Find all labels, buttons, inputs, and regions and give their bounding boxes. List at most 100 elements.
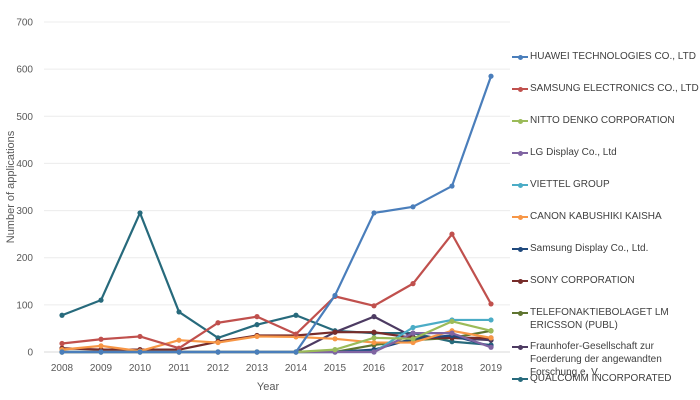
- data-point: [332, 347, 338, 353]
- legend-label: VIETTEL GROUP: [530, 179, 610, 190]
- legend-swatch-icon: [512, 372, 528, 384]
- data-point: [332, 292, 338, 299]
- series-line: [61, 329, 492, 353]
- series-1: [59, 231, 494, 351]
- data-point: [371, 349, 377, 355]
- series-line: [62, 75, 493, 354]
- y-tick-label: 400: [16, 159, 33, 170]
- data-point: [410, 339, 416, 346]
- data-point: [449, 318, 455, 324]
- data-point: [449, 339, 455, 345]
- data-point: [488, 328, 494, 334]
- x-tick-label: 2015: [324, 363, 347, 374]
- x-tick-label: 2019: [480, 363, 503, 374]
- data-point: [332, 336, 338, 342]
- legend-label: SAMSUNG ELECTRONICS CO., LTD: [530, 83, 699, 94]
- x-tick-label: 2014: [285, 363, 308, 374]
- data-point: [449, 231, 455, 237]
- series-line: [61, 211, 492, 347]
- legend-swatch-icon: [512, 242, 528, 254]
- data-point: [137, 349, 143, 355]
- data-point: [371, 210, 377, 216]
- legend-label: LG Display Co., Ltd: [530, 147, 617, 158]
- data-point: [293, 331, 299, 337]
- y-axis-ticks: 0 100 200 300 400 500 600 700: [16, 18, 33, 359]
- data-point: [215, 320, 221, 326]
- gridlines: [44, 21, 510, 353]
- data-point: [254, 333, 260, 340]
- data-point: [293, 349, 299, 355]
- legend-swatch-icon: [512, 340, 528, 352]
- data-point: [449, 183, 455, 189]
- y-tick-label: 100: [16, 300, 33, 311]
- data-point: [371, 335, 377, 341]
- data-point: [215, 339, 221, 346]
- data-point: [137, 210, 143, 216]
- legend-swatch-icon: [512, 178, 528, 190]
- x-tick-label: 2012: [207, 363, 230, 374]
- x-tick-label: 2017: [402, 363, 425, 374]
- x-tick-label: 2013: [246, 363, 269, 374]
- series-10: [59, 210, 494, 348]
- data-point: [410, 281, 416, 287]
- data-point: [176, 337, 182, 343]
- legend-swatch-icon: [512, 114, 528, 126]
- x-tick-label: 2009: [90, 363, 113, 374]
- data-point: [59, 349, 65, 355]
- legend-item: Fraunhofer-Gesellschaft zur Foerderung d…: [512, 340, 700, 379]
- data-point: [254, 349, 260, 355]
- x-axis-ticks: 2008 2009 2010 2011 2012 2013 2014 2015 2016 2017…: [51, 363, 503, 374]
- legend-label: Fraunhofer-Gesellschaft zur Foerderung d…: [530, 341, 662, 378]
- data-point: [371, 314, 377, 320]
- data-point: [371, 329, 377, 335]
- data-point: [410, 204, 416, 210]
- legend-item: NITTO DENKO CORPORATION: [512, 114, 700, 127]
- data-point: [371, 339, 377, 346]
- legend-label: TELEFONAKTIEBOLAGET LM ERICSSON (PUBL): [530, 307, 669, 331]
- legend-item: VIETTEL GROUP: [512, 178, 700, 191]
- y-tick-label: 600: [16, 65, 33, 76]
- y-tick-label: 500: [16, 112, 33, 123]
- data-point: [137, 333, 143, 340]
- legend-item: SONY CORPORATION: [512, 274, 700, 287]
- legend-swatch-icon: [512, 82, 528, 94]
- series-lines: [59, 73, 494, 355]
- legend-item: SAMSUNG ELECTRONICS CO., LTD: [512, 82, 700, 95]
- legend-swatch-icon: [512, 146, 528, 158]
- data-point: [410, 336, 416, 342]
- legend-item: QUALCOMM INCORPORATED: [512, 372, 700, 385]
- legend-label: HUAWEI TECHNOLOGIES CO., LTD: [530, 51, 696, 62]
- x-tick-label: 2018: [441, 363, 464, 374]
- y-tick-label: 0: [27, 348, 33, 359]
- data-point: [410, 324, 416, 331]
- data-point: [98, 343, 104, 349]
- data-point: [488, 73, 494, 79]
- legend-swatch-icon: [512, 50, 528, 62]
- series-0: [59, 73, 494, 355]
- legend-label: Samsung Display Co., Ltd.: [530, 243, 649, 254]
- legend-label: CANON KABUSHIKI KAISHA: [530, 211, 662, 222]
- legend-item: LG Display Co., Ltd: [512, 146, 700, 159]
- data-point: [176, 345, 182, 351]
- legend-swatch-icon: [512, 274, 528, 286]
- data-point: [59, 312, 65, 318]
- data-point: [410, 330, 416, 336]
- legend-item: HUAWEI TECHNOLOGIES CO., LTD: [512, 50, 700, 63]
- data-point: [488, 335, 494, 341]
- data-point: [98, 336, 104, 342]
- legend-swatch-icon: [512, 306, 528, 318]
- legend-swatch-icon: [512, 210, 528, 222]
- data-point: [176, 309, 182, 315]
- legend-item: TELEFONAKTIEBOLAGET LM ERICSSON (PUBL): [512, 306, 700, 332]
- data-point: [332, 329, 338, 335]
- series-line: [62, 315, 492, 354]
- data-point: [98, 349, 104, 355]
- x-tick-label: 2011: [168, 363, 190, 374]
- data-point: [488, 317, 494, 323]
- legend-item: CANON KABUSHIKI KAISHA: [512, 210, 700, 223]
- data-point: [254, 322, 260, 328]
- data-point: [215, 349, 221, 355]
- x-axis-title: Year: [257, 381, 280, 393]
- data-point: [488, 301, 494, 307]
